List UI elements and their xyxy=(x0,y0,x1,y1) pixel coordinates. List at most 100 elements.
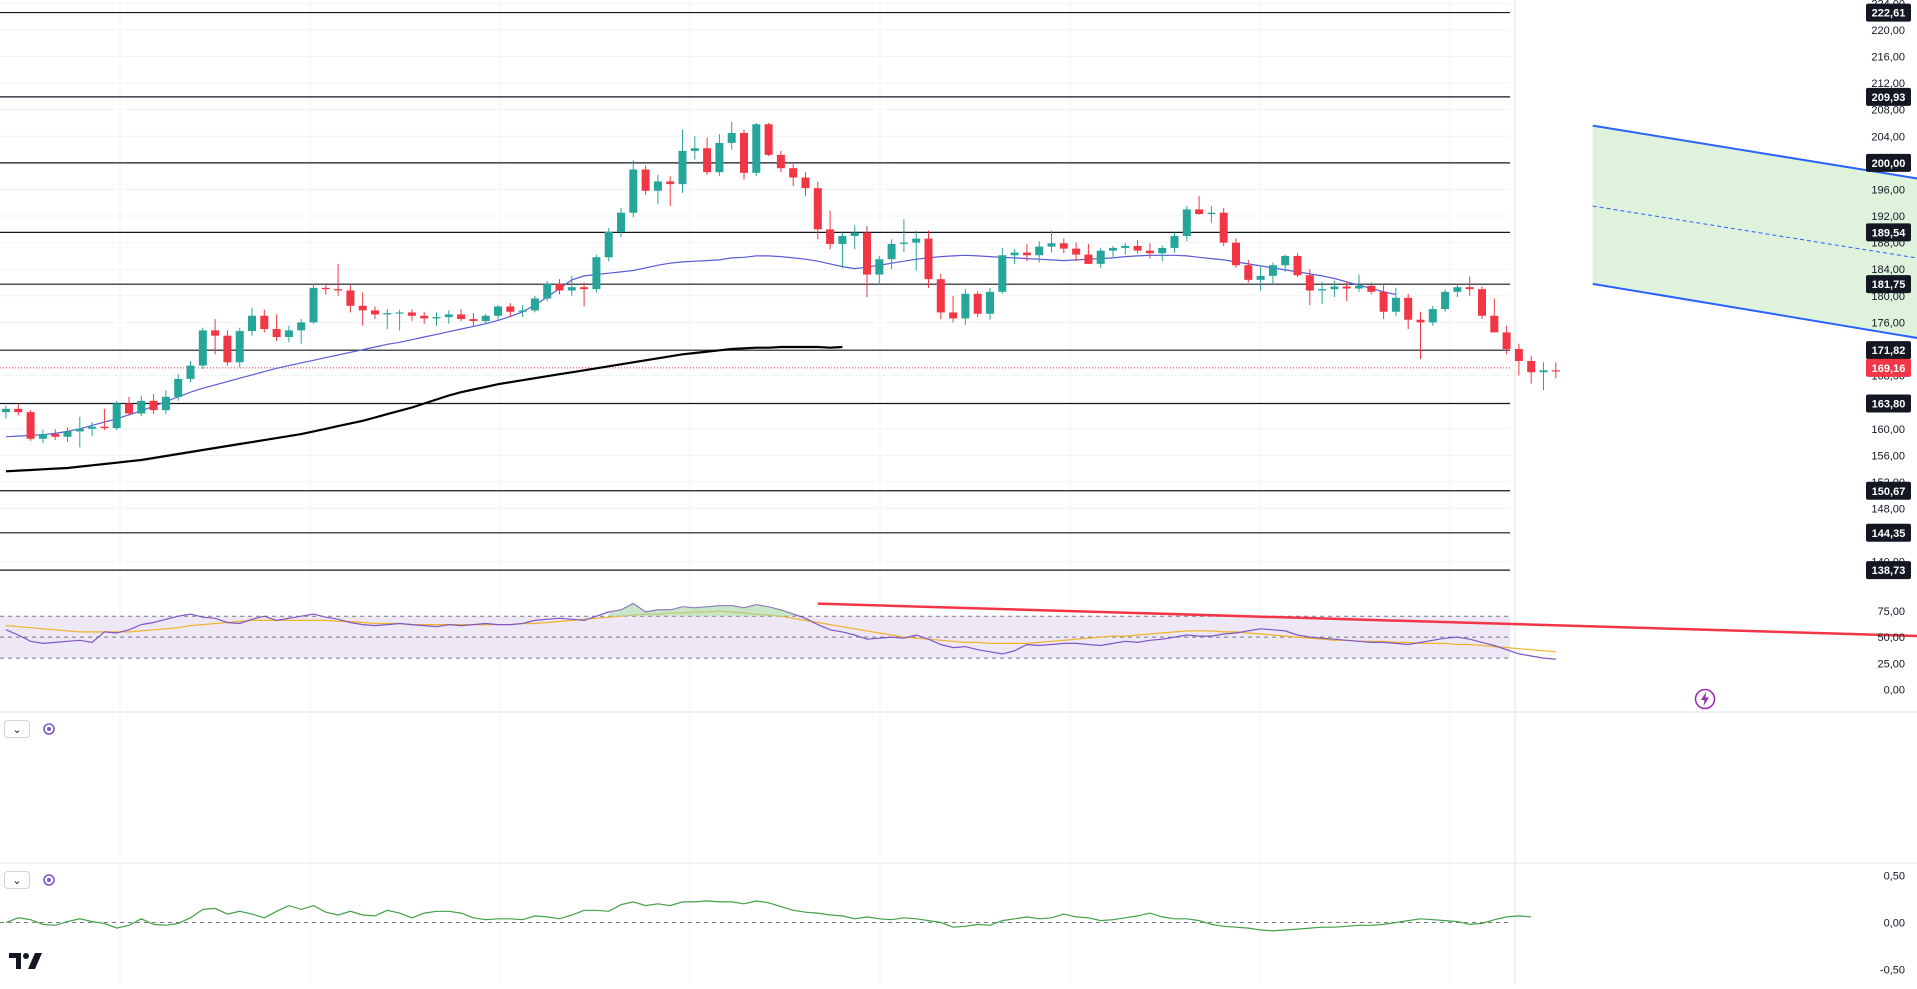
candle-body xyxy=(887,243,896,260)
rsi-tick-label: 75,00 xyxy=(1877,606,1905,618)
candle-body xyxy=(1244,265,1253,280)
candle-body xyxy=(444,314,453,318)
tradingview-logo[interactable] xyxy=(8,950,44,972)
candle-body xyxy=(1465,287,1474,290)
candle-body xyxy=(1502,332,1511,349)
rsi-tick-label: 25,00 xyxy=(1877,658,1905,670)
candle-body xyxy=(407,312,416,316)
rsi-overbought-fill xyxy=(682,606,695,617)
candle-body xyxy=(1416,319,1425,323)
candle-body xyxy=(899,242,908,244)
rsi-collapse-button[interactable]: ⌄ xyxy=(4,720,30,738)
candle-body xyxy=(1207,212,1216,215)
candle-body xyxy=(174,378,183,397)
candle-body xyxy=(1490,315,1499,333)
price-axis: 224,00220,00216,00212,00208,00204,00196,… xyxy=(1866,0,1911,580)
candle-body xyxy=(1281,255,1290,266)
candle-body xyxy=(383,313,392,315)
price-tick-label: 196,00 xyxy=(1871,184,1905,196)
candle-body xyxy=(776,154,785,169)
momentum-refresh-button[interactable] xyxy=(40,871,58,889)
momentum-pane: 0,50 0,00 -0,50 xyxy=(0,871,1905,976)
candle-body xyxy=(481,315,490,322)
price-tick-label: 160,00 xyxy=(1871,424,1905,436)
candle-body xyxy=(715,142,724,173)
momentum-tick-label: -0,50 xyxy=(1880,964,1905,976)
momentum-tick-label: 0,00 xyxy=(1884,918,1905,930)
rsi-overbought-fill xyxy=(670,606,683,617)
candle-body xyxy=(1256,275,1265,280)
price-tick-label: 212,00 xyxy=(1871,78,1905,90)
candle-body xyxy=(1404,297,1413,320)
candle-body xyxy=(592,257,601,290)
candle-body xyxy=(1478,289,1486,316)
candle-body xyxy=(100,426,109,429)
candle-body xyxy=(740,132,748,173)
candle-body xyxy=(506,306,515,312)
price-tick-label: 156,00 xyxy=(1871,450,1905,462)
candle-body xyxy=(1158,247,1167,254)
candle-body xyxy=(395,312,404,314)
candle-body xyxy=(863,232,871,275)
rsi-overbought-fill xyxy=(621,603,634,617)
rsi-overbought-fill xyxy=(645,609,658,617)
momentum-collapse-button[interactable]: ⌄ xyxy=(4,871,30,889)
candle-body xyxy=(653,181,662,191)
level-price-tag xyxy=(1866,481,1911,500)
candle-body xyxy=(1010,252,1019,256)
candle-body xyxy=(678,150,687,185)
candle-body xyxy=(703,148,712,173)
level-price-label: 189,54 xyxy=(1872,227,1907,239)
level-price-label: 171,82 xyxy=(1872,345,1906,357)
rsi-overbought-fill xyxy=(633,603,646,617)
candle-body xyxy=(248,315,256,332)
candle-body xyxy=(801,177,810,189)
price-tick-label: 204,00 xyxy=(1871,131,1905,143)
momentum-line xyxy=(5,900,1532,932)
rsi-overbought-fill xyxy=(780,609,794,617)
candle-body xyxy=(1268,265,1277,276)
price-tick-label: 184,00 xyxy=(1871,264,1905,276)
refresh-icon xyxy=(43,723,55,735)
chevron-down-icon: ⌄ xyxy=(12,723,22,736)
price-tick-label: 180,00 xyxy=(1871,291,1905,303)
candle-body xyxy=(912,238,921,243)
level-price-tag xyxy=(1866,561,1911,580)
candle-body xyxy=(272,329,281,338)
candle-body xyxy=(530,298,539,311)
candle-body xyxy=(924,238,933,280)
rsi-pane: 75,00 50,00 25,00 0,00 xyxy=(0,602,1917,697)
candle-body xyxy=(641,169,650,191)
candle-body xyxy=(1355,285,1363,289)
candle-body xyxy=(297,322,306,331)
candle-body xyxy=(1330,286,1339,290)
rsi-overbought-fill xyxy=(657,609,671,617)
candle-body xyxy=(2,408,10,413)
level-price-tag xyxy=(1866,223,1911,242)
candle-body xyxy=(1096,250,1105,264)
candle-body xyxy=(1342,286,1351,289)
level-price-label: 163,80 xyxy=(1872,398,1906,410)
candle-body xyxy=(149,400,158,411)
rsi-refresh-button[interactable] xyxy=(40,720,58,738)
candle-body xyxy=(727,132,736,143)
candle-body xyxy=(1219,212,1228,243)
candle-body xyxy=(629,169,638,213)
level-price-label: 150,67 xyxy=(1872,486,1906,498)
rsi-overbought-fill xyxy=(744,604,757,617)
lightning-icon xyxy=(1694,688,1716,710)
candle-body xyxy=(1367,285,1376,292)
candle-body xyxy=(14,408,23,413)
candle-body xyxy=(518,310,527,312)
channel-mid-line xyxy=(1592,205,1917,259)
candle-body xyxy=(161,396,170,411)
level-price-tag xyxy=(1866,341,1911,360)
candle-body xyxy=(961,293,970,319)
rsi-overbought-fill xyxy=(719,605,732,617)
alert-button[interactable] xyxy=(1694,688,1716,710)
candle-body xyxy=(63,431,72,437)
candle-body xyxy=(998,255,1007,292)
price-tick-label: 208,00 xyxy=(1871,105,1905,117)
